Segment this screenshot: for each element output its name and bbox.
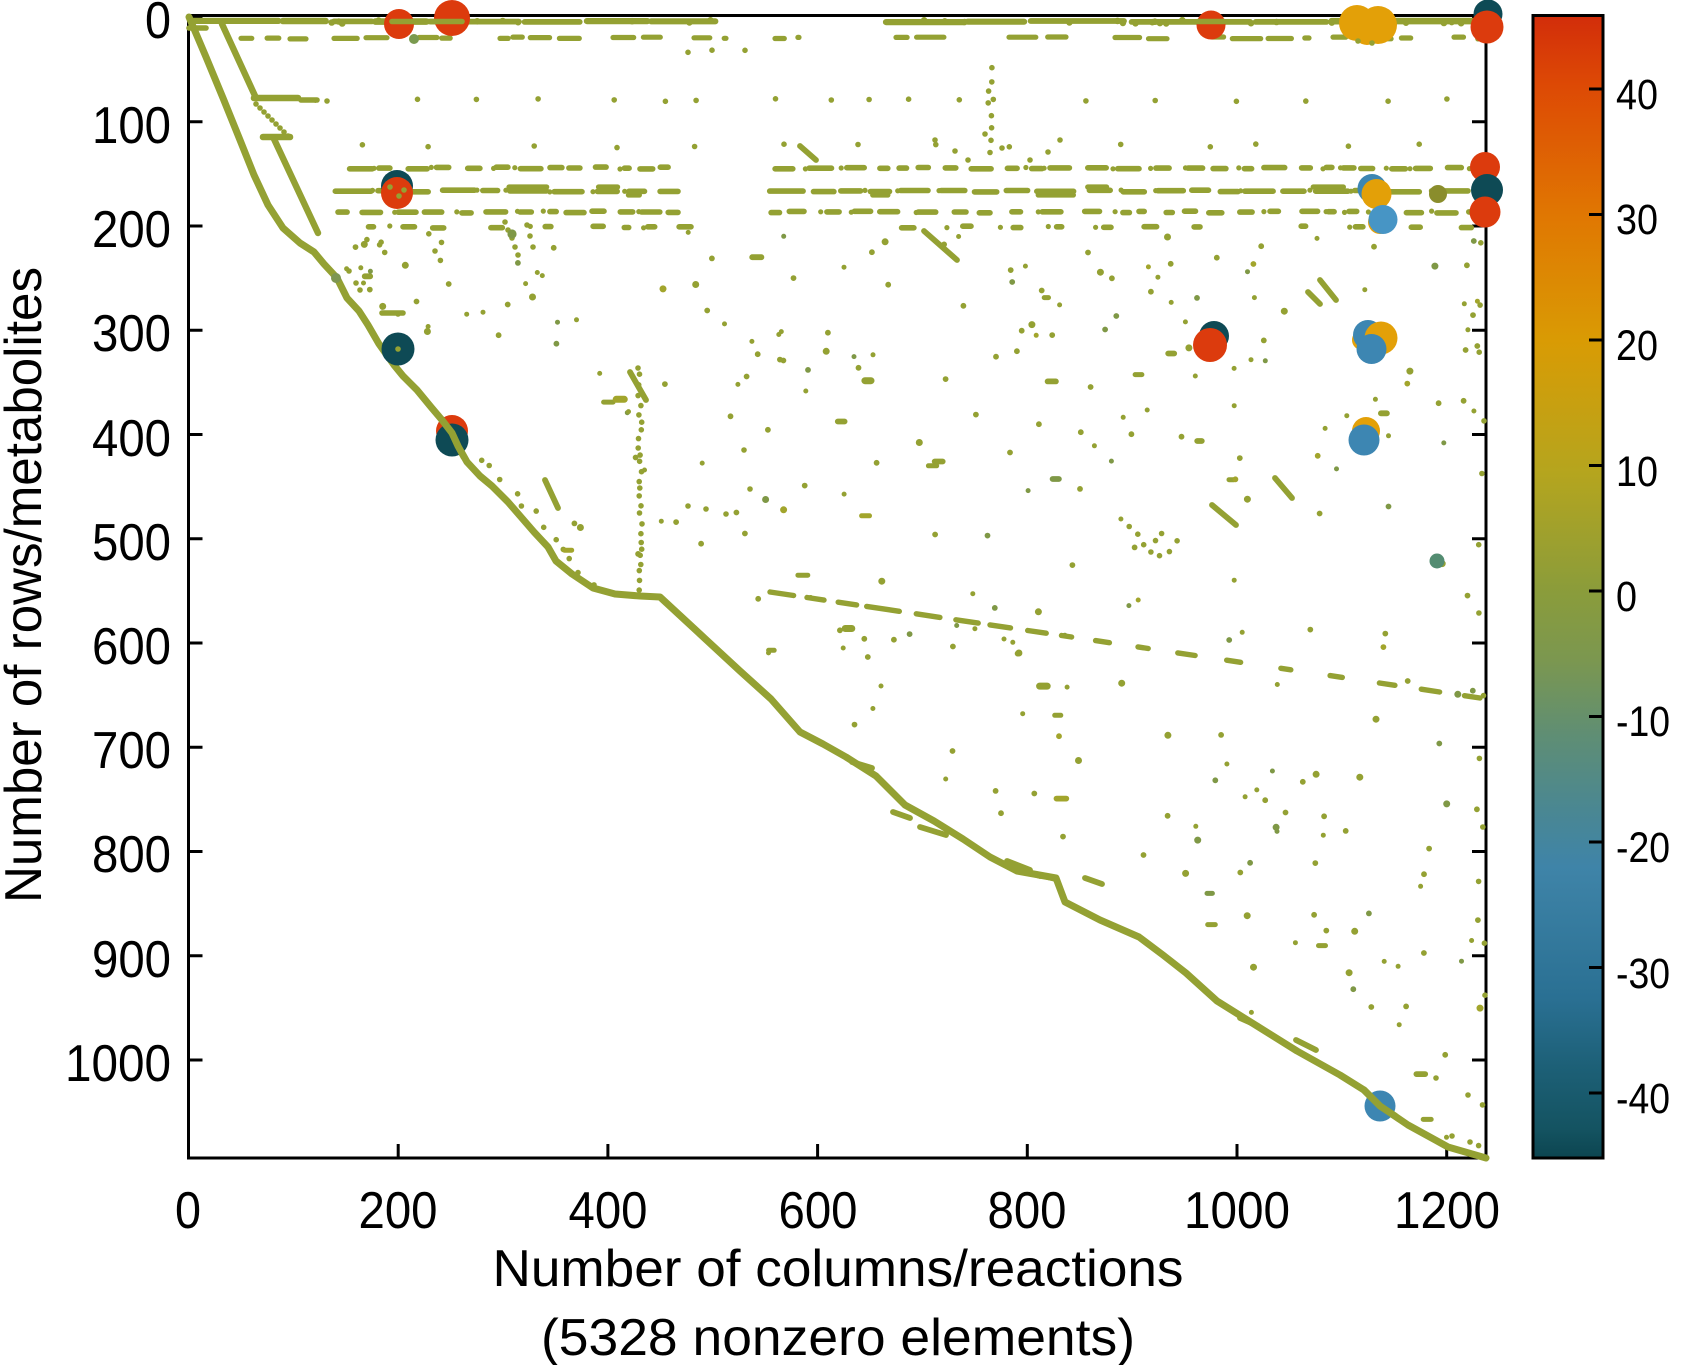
svg-text:-40: -40 (1616, 1076, 1670, 1123)
svg-text:700: 700 (92, 722, 171, 780)
svg-text:-20: -20 (1616, 825, 1670, 872)
svg-text:400: 400 (569, 1182, 648, 1240)
svg-text:800: 800 (92, 826, 171, 884)
svg-text:1000: 1000 (1184, 1182, 1290, 1240)
svg-text:-30: -30 (1616, 951, 1670, 998)
svg-text:300: 300 (92, 305, 171, 363)
svg-text:200: 200 (359, 1182, 438, 1240)
svg-text:0: 0 (175, 1182, 201, 1240)
svg-text:0: 0 (145, 0, 171, 50)
svg-text:800: 800 (988, 1182, 1067, 1240)
svg-text:0: 0 (1616, 574, 1637, 621)
svg-text:(5328 nonzero elements): (5328 nonzero elements) (541, 1309, 1135, 1365)
svg-text:40: 40 (1616, 72, 1658, 119)
svg-text:10: 10 (1616, 449, 1658, 496)
svg-text:1000: 1000 (65, 1035, 171, 1093)
svg-text:100: 100 (92, 97, 171, 155)
svg-text:900: 900 (92, 931, 171, 989)
svg-text:-10: -10 (1616, 699, 1670, 746)
svg-text:30: 30 (1616, 197, 1658, 244)
svg-text:600: 600 (92, 618, 171, 676)
svg-text:200: 200 (92, 201, 171, 259)
svg-text:20: 20 (1616, 323, 1658, 370)
svg-text:Number of columns/reactions: Number of columns/reactions (493, 1240, 1184, 1298)
svg-text:600: 600 (779, 1182, 858, 1240)
svg-text:1200: 1200 (1394, 1182, 1500, 1240)
svg-text:500: 500 (92, 514, 171, 572)
svg-text:Number of rows/metabolites: Number of rows/metabolites (0, 267, 53, 903)
svg-text:400: 400 (92, 410, 171, 468)
